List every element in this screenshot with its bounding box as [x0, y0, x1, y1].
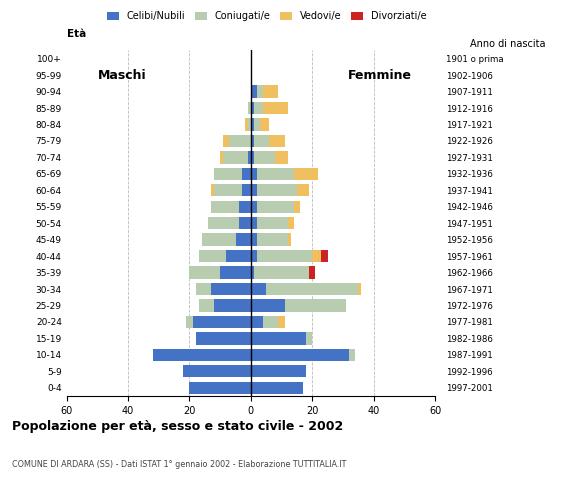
- Bar: [153, 348, 251, 361]
- Bar: [211, 201, 238, 213]
- Bar: [251, 102, 254, 114]
- Bar: [245, 118, 248, 131]
- Legend: Celibi/Nubili, Coniugati/e, Vedovi/e, Divorziati/e: Celibi/Nubili, Coniugati/e, Vedovi/e, Di…: [104, 7, 430, 25]
- Bar: [251, 332, 306, 345]
- Bar: [263, 85, 278, 98]
- Bar: [251, 118, 254, 131]
- Bar: [242, 184, 251, 196]
- Bar: [294, 168, 318, 180]
- Bar: [251, 135, 254, 147]
- Text: COMUNE DI ARDARA (SS) - Dati ISTAT 1° gennaio 2002 - Elaborazione TUTTITALIA.IT: COMUNE DI ARDARA (SS) - Dati ISTAT 1° ge…: [12, 459, 346, 468]
- Bar: [214, 300, 251, 312]
- Bar: [251, 151, 254, 164]
- Bar: [321, 250, 328, 262]
- Bar: [251, 184, 257, 196]
- Bar: [254, 102, 263, 114]
- Bar: [254, 118, 260, 131]
- Bar: [226, 250, 251, 262]
- Bar: [251, 365, 306, 377]
- Bar: [223, 135, 229, 147]
- Bar: [266, 283, 358, 295]
- Bar: [220, 266, 251, 279]
- Bar: [251, 233, 257, 246]
- Bar: [183, 365, 251, 377]
- Bar: [214, 168, 242, 180]
- Bar: [269, 135, 285, 147]
- Text: Popolazione per età, sesso e stato civile - 2002: Popolazione per età, sesso e stato civil…: [12, 420, 343, 432]
- Bar: [251, 201, 257, 213]
- Bar: [257, 85, 263, 98]
- Bar: [190, 382, 251, 394]
- Bar: [195, 332, 251, 345]
- Bar: [211, 184, 214, 196]
- Bar: [257, 201, 294, 213]
- Bar: [254, 266, 309, 279]
- Bar: [248, 151, 251, 164]
- Bar: [214, 184, 242, 196]
- Bar: [309, 266, 316, 279]
- Bar: [251, 300, 285, 312]
- Bar: [186, 316, 193, 328]
- Bar: [358, 283, 361, 295]
- Bar: [235, 233, 251, 246]
- Text: Età: Età: [67, 29, 86, 39]
- Bar: [285, 300, 346, 312]
- Text: Femmine: Femmine: [348, 69, 412, 82]
- Bar: [248, 102, 251, 114]
- Bar: [195, 283, 211, 295]
- Bar: [297, 184, 309, 196]
- Bar: [257, 184, 297, 196]
- Bar: [190, 266, 220, 279]
- Bar: [251, 348, 349, 361]
- Text: Anno di nascita: Anno di nascita: [470, 39, 546, 49]
- Bar: [294, 201, 300, 213]
- Bar: [312, 250, 321, 262]
- Bar: [260, 118, 269, 131]
- Bar: [254, 151, 276, 164]
- Bar: [349, 348, 355, 361]
- Bar: [208, 217, 238, 229]
- Bar: [220, 151, 223, 164]
- Bar: [257, 168, 294, 180]
- Bar: [257, 233, 288, 246]
- Bar: [254, 135, 269, 147]
- Bar: [251, 168, 257, 180]
- Text: Maschi: Maschi: [97, 69, 146, 82]
- Bar: [288, 233, 291, 246]
- Bar: [251, 250, 257, 262]
- Bar: [199, 250, 226, 262]
- Bar: [211, 283, 251, 295]
- Bar: [251, 316, 263, 328]
- Bar: [276, 151, 288, 164]
- Bar: [257, 217, 288, 229]
- Bar: [251, 217, 257, 229]
- Bar: [251, 85, 257, 98]
- Bar: [263, 316, 278, 328]
- Bar: [251, 283, 266, 295]
- Bar: [238, 217, 251, 229]
- Bar: [263, 102, 288, 114]
- Bar: [306, 332, 312, 345]
- Bar: [202, 233, 235, 246]
- Bar: [238, 201, 251, 213]
- Bar: [242, 168, 251, 180]
- Bar: [248, 118, 251, 131]
- Bar: [278, 316, 285, 328]
- Bar: [257, 250, 312, 262]
- Bar: [251, 382, 303, 394]
- Bar: [223, 151, 248, 164]
- Bar: [193, 316, 251, 328]
- Bar: [199, 300, 214, 312]
- Bar: [251, 266, 254, 279]
- Bar: [288, 217, 294, 229]
- Bar: [229, 135, 251, 147]
